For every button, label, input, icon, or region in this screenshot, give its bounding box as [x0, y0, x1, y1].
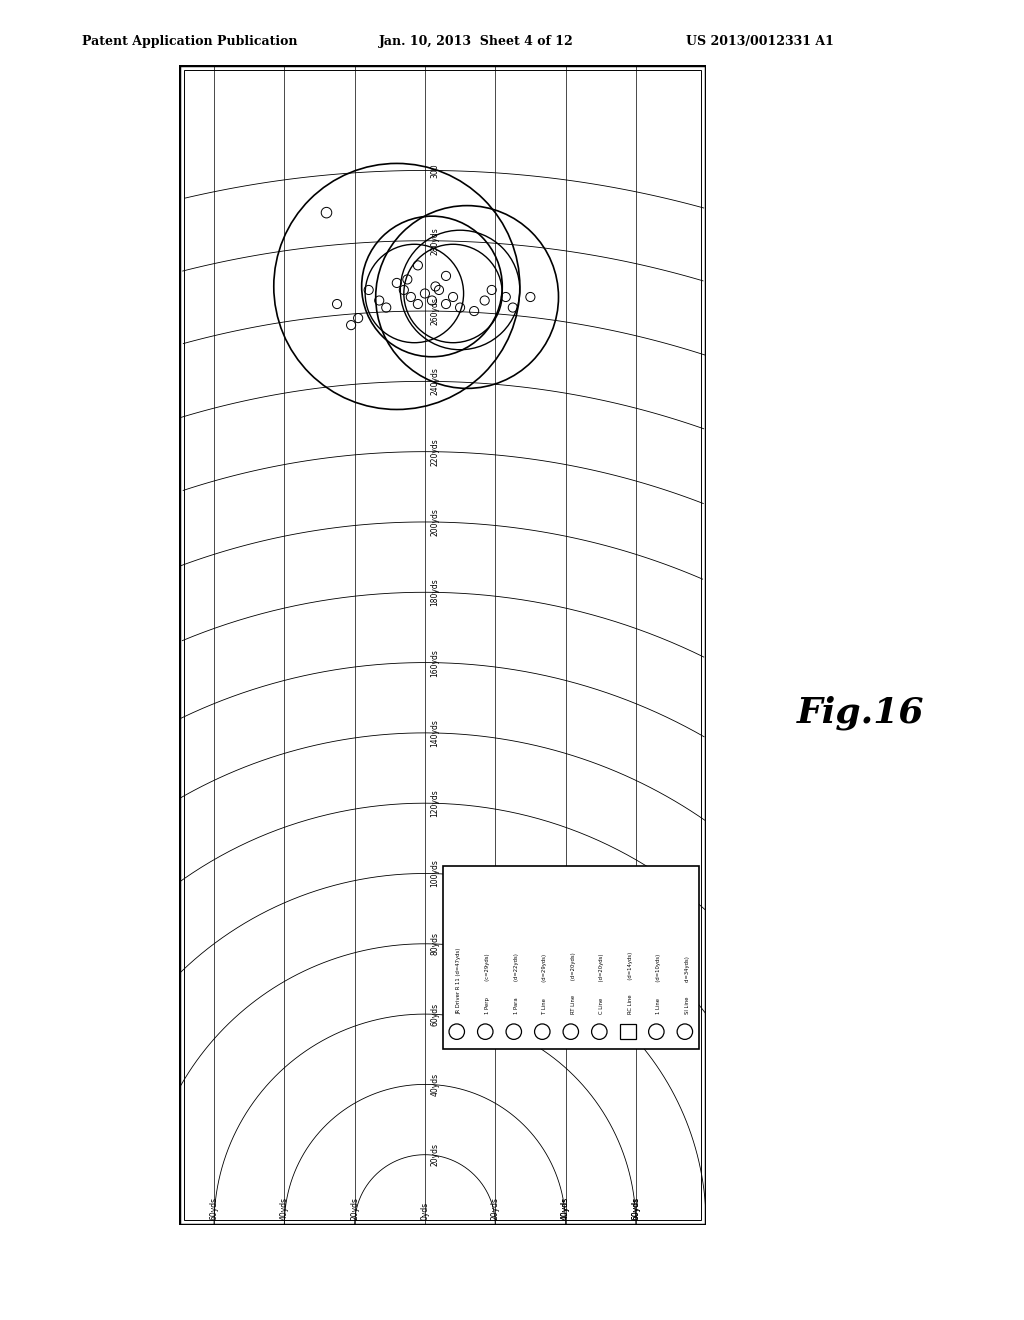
Text: 260yds: 260yds: [430, 297, 439, 325]
Text: Jan. 10, 2013  Sheet 4 of 12: Jan. 10, 2013 Sheet 4 of 12: [379, 34, 573, 48]
Text: Patent Application Publication: Patent Application Publication: [82, 34, 297, 48]
Bar: [442, 866, 699, 1049]
Text: 180yds: 180yds: [430, 578, 439, 606]
Text: 240yds: 240yds: [430, 367, 439, 395]
Text: 60yds: 60yds: [210, 1197, 218, 1220]
Text: 60yds: 60yds: [430, 1002, 439, 1026]
Text: US 2013/0012331 A1: US 2013/0012331 A1: [686, 34, 834, 48]
Text: T Line          (d=29yds): T Line (d=29yds): [543, 954, 547, 1014]
Text: 160yds: 160yds: [430, 648, 439, 677]
Text: 120yds: 120yds: [430, 789, 439, 817]
Text: 40yds: 40yds: [561, 1197, 570, 1220]
Text: 20yds: 20yds: [430, 1143, 439, 1166]
Bar: [621, 1024, 636, 1039]
Text: 60yds: 60yds: [632, 1197, 640, 1220]
Text: RT Line         (d=20yds): RT Line (d=20yds): [570, 952, 575, 1014]
Text: 220yds: 220yds: [430, 438, 439, 466]
Text: 1 Line          (d=10yds): 1 Line (d=10yds): [656, 954, 662, 1014]
Text: RC Line         (d=14yds): RC Line (d=14yds): [628, 952, 633, 1014]
Text: 300: 300: [430, 164, 439, 178]
Text: 20yds: 20yds: [490, 1197, 500, 1220]
Text: 140yds: 140yds: [430, 719, 439, 747]
Text: JR Driver R 11 (d=47yds): JR Driver R 11 (d=47yds): [457, 948, 462, 1014]
Text: 1 Perp          (c=29yds): 1 Perp (c=29yds): [485, 953, 490, 1014]
Text: 200yds: 200yds: [430, 508, 439, 536]
Text: 60yds: 60yds: [632, 1197, 640, 1220]
Text: 20yds: 20yds: [350, 1197, 359, 1220]
Text: 0yds: 0yds: [421, 1201, 429, 1220]
Text: Fig.16: Fig.16: [797, 696, 924, 730]
Text: 280yds: 280yds: [430, 227, 439, 255]
Text: 1 Para          (d=22yds): 1 Para (d=22yds): [514, 953, 519, 1014]
Text: 40yds: 40yds: [561, 1197, 570, 1220]
Text: 40yds: 40yds: [280, 1197, 289, 1220]
Text: 100yds: 100yds: [430, 859, 439, 887]
Text: C Line          (d=20yds): C Line (d=20yds): [599, 953, 604, 1014]
Text: SI Line         d=34yds): SI Line d=34yds): [685, 956, 690, 1014]
Text: 40yds: 40yds: [430, 1073, 439, 1096]
Text: 80yds: 80yds: [430, 932, 439, 956]
